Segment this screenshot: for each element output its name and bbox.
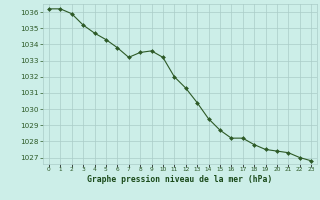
X-axis label: Graphe pression niveau de la mer (hPa): Graphe pression niveau de la mer (hPa) [87,175,273,184]
